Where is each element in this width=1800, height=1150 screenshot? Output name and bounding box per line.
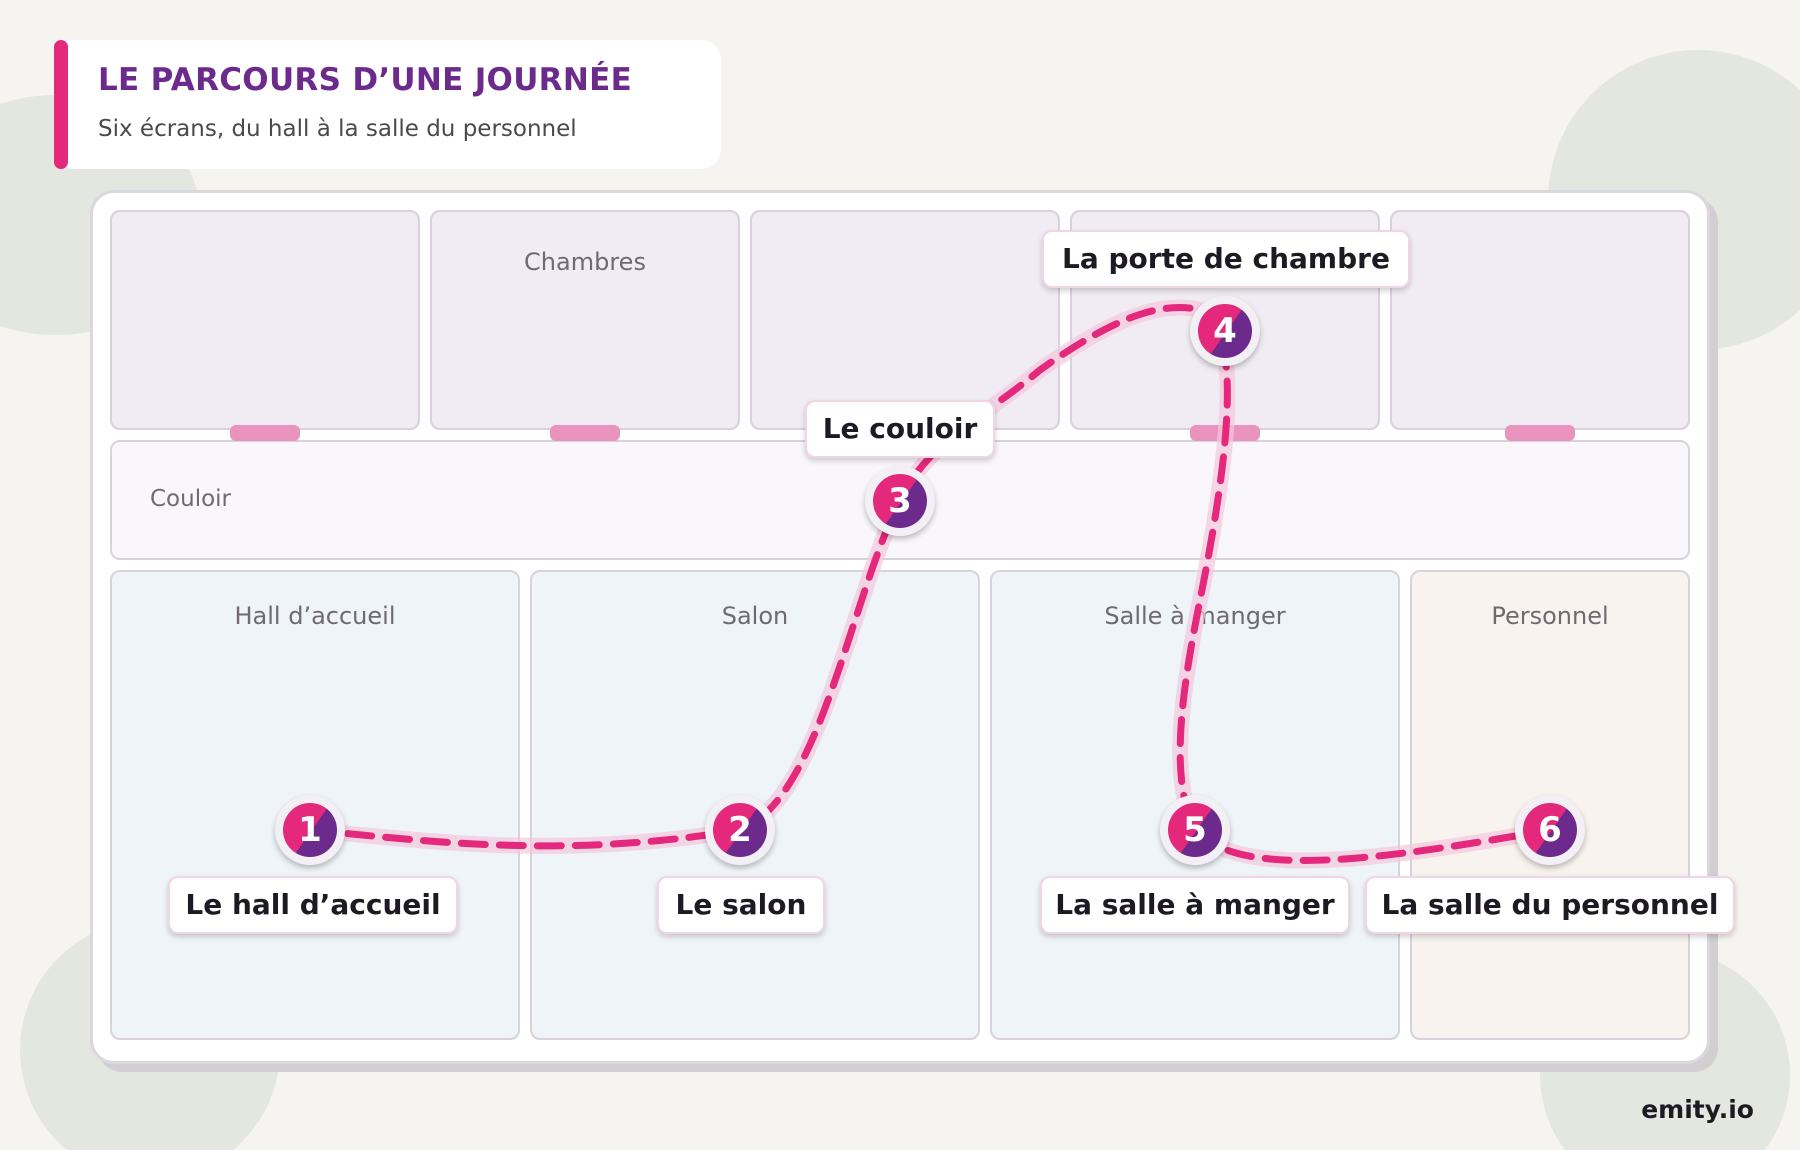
step-label-5: La salle à manger <box>1040 876 1350 934</box>
corridor-label: Couloir <box>150 486 232 512</box>
step-label-3: Le couloir <box>805 400 995 458</box>
step-marker-2[interactable]: 2 <box>705 795 775 865</box>
step-label-4: La porte de chambre <box>1042 230 1410 288</box>
door-bedroom-1 <box>230 425 300 441</box>
journey-path-dashes <box>306 304 1554 864</box>
bedroom-5 <box>1390 210 1690 430</box>
staff-room-label: Personnel <box>1491 602 1609 630</box>
step-number-6: 6 <box>1538 810 1562 850</box>
step-marker-6[interactable]: 6 <box>1515 795 1585 865</box>
salon-room-label: Salon <box>721 602 789 630</box>
step-number-2: 2 <box>728 810 752 850</box>
step-number-3: 3 <box>888 481 912 521</box>
bedroom-1 <box>110 210 420 430</box>
step-marker-4[interactable]: 4 <box>1190 296 1260 366</box>
hall-room-label: Hall d’accueil <box>234 602 396 630</box>
bedrooms-label: Chambres <box>524 248 646 276</box>
door-bedroom-5 <box>1505 425 1575 441</box>
step-label-2: Le salon <box>657 876 825 934</box>
header-card <box>54 40 721 169</box>
step-label-6: La salle du personnel <box>1365 876 1735 934</box>
step-marker-5[interactable]: 5 <box>1160 795 1230 865</box>
brand-logo-text: emity.io <box>1641 1095 1754 1124</box>
step-number-1: 1 <box>298 810 322 850</box>
step-number-5: 5 <box>1183 810 1207 850</box>
step-marker-3[interactable]: 3 <box>865 466 935 536</box>
header-accent-bar <box>54 40 68 169</box>
page-title: LE PARCOURS D’UNE JOURNÉE <box>98 62 633 98</box>
door-bedroom-2 <box>550 425 620 441</box>
step-number-4: 4 <box>1213 311 1237 351</box>
bedroom-2: Chambres <box>430 210 740 430</box>
step-marker-1[interactable]: 1 <box>275 795 345 865</box>
step-label-1: Le hall d’accueil <box>168 876 458 934</box>
page-subtitle: Six écrans, du hall à la salle du person… <box>98 116 577 142</box>
journey-path-glow <box>302 299 1558 869</box>
